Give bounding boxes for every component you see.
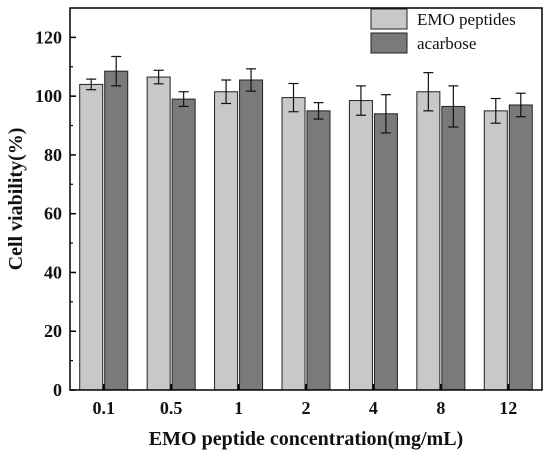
legend-label: acarbose (417, 34, 476, 53)
y-tick-label: 20 (44, 321, 62, 341)
bars-layer (79, 70, 533, 391)
bar (306, 110, 331, 391)
bar (348, 100, 373, 391)
x-axis: 0.1 0.5 1 2 4 8 12 (92, 384, 517, 418)
x-tick-label: 0.5 (160, 398, 183, 418)
y-tick-label: 120 (35, 27, 62, 47)
x-tick-label: 8 (436, 398, 445, 418)
bar (171, 98, 196, 391)
bar (483, 110, 508, 391)
plot-frame (69, 7, 543, 391)
bar (281, 97, 306, 391)
legend-swatch (370, 8, 408, 30)
bar (146, 76, 171, 391)
bar (104, 70, 129, 391)
bar (508, 104, 533, 391)
x-tick-label: 2 (302, 398, 311, 418)
bar (79, 83, 104, 391)
bar (441, 105, 466, 391)
y-axis: 0 20 40 60 80 100 120 (35, 27, 76, 400)
y-tick-label: 0 (53, 380, 62, 400)
bar (239, 79, 264, 391)
error-bars-layer (86, 55, 526, 134)
x-tick-label: 1 (234, 398, 243, 418)
bar (416, 91, 441, 391)
legend-swatch (370, 32, 408, 54)
legend: EMO peptides acarbose (370, 8, 516, 54)
bar (373, 113, 398, 391)
x-tick-label: 4 (369, 398, 378, 418)
x-tick-label: 12 (499, 398, 517, 418)
y-tick-label: 40 (44, 262, 62, 282)
x-tick-label: 0.1 (92, 398, 115, 418)
x-axis-title: EMO peptide concentration(mg/mL) (149, 428, 463, 450)
y-tick-label: 60 (44, 204, 62, 224)
bar (214, 91, 239, 391)
y-axis-title: Cell viability(%) (5, 128, 27, 271)
y-tick-label: 100 (35, 86, 62, 106)
y-tick-label: 80 (44, 145, 62, 165)
legend-label: EMO peptides (417, 10, 516, 29)
